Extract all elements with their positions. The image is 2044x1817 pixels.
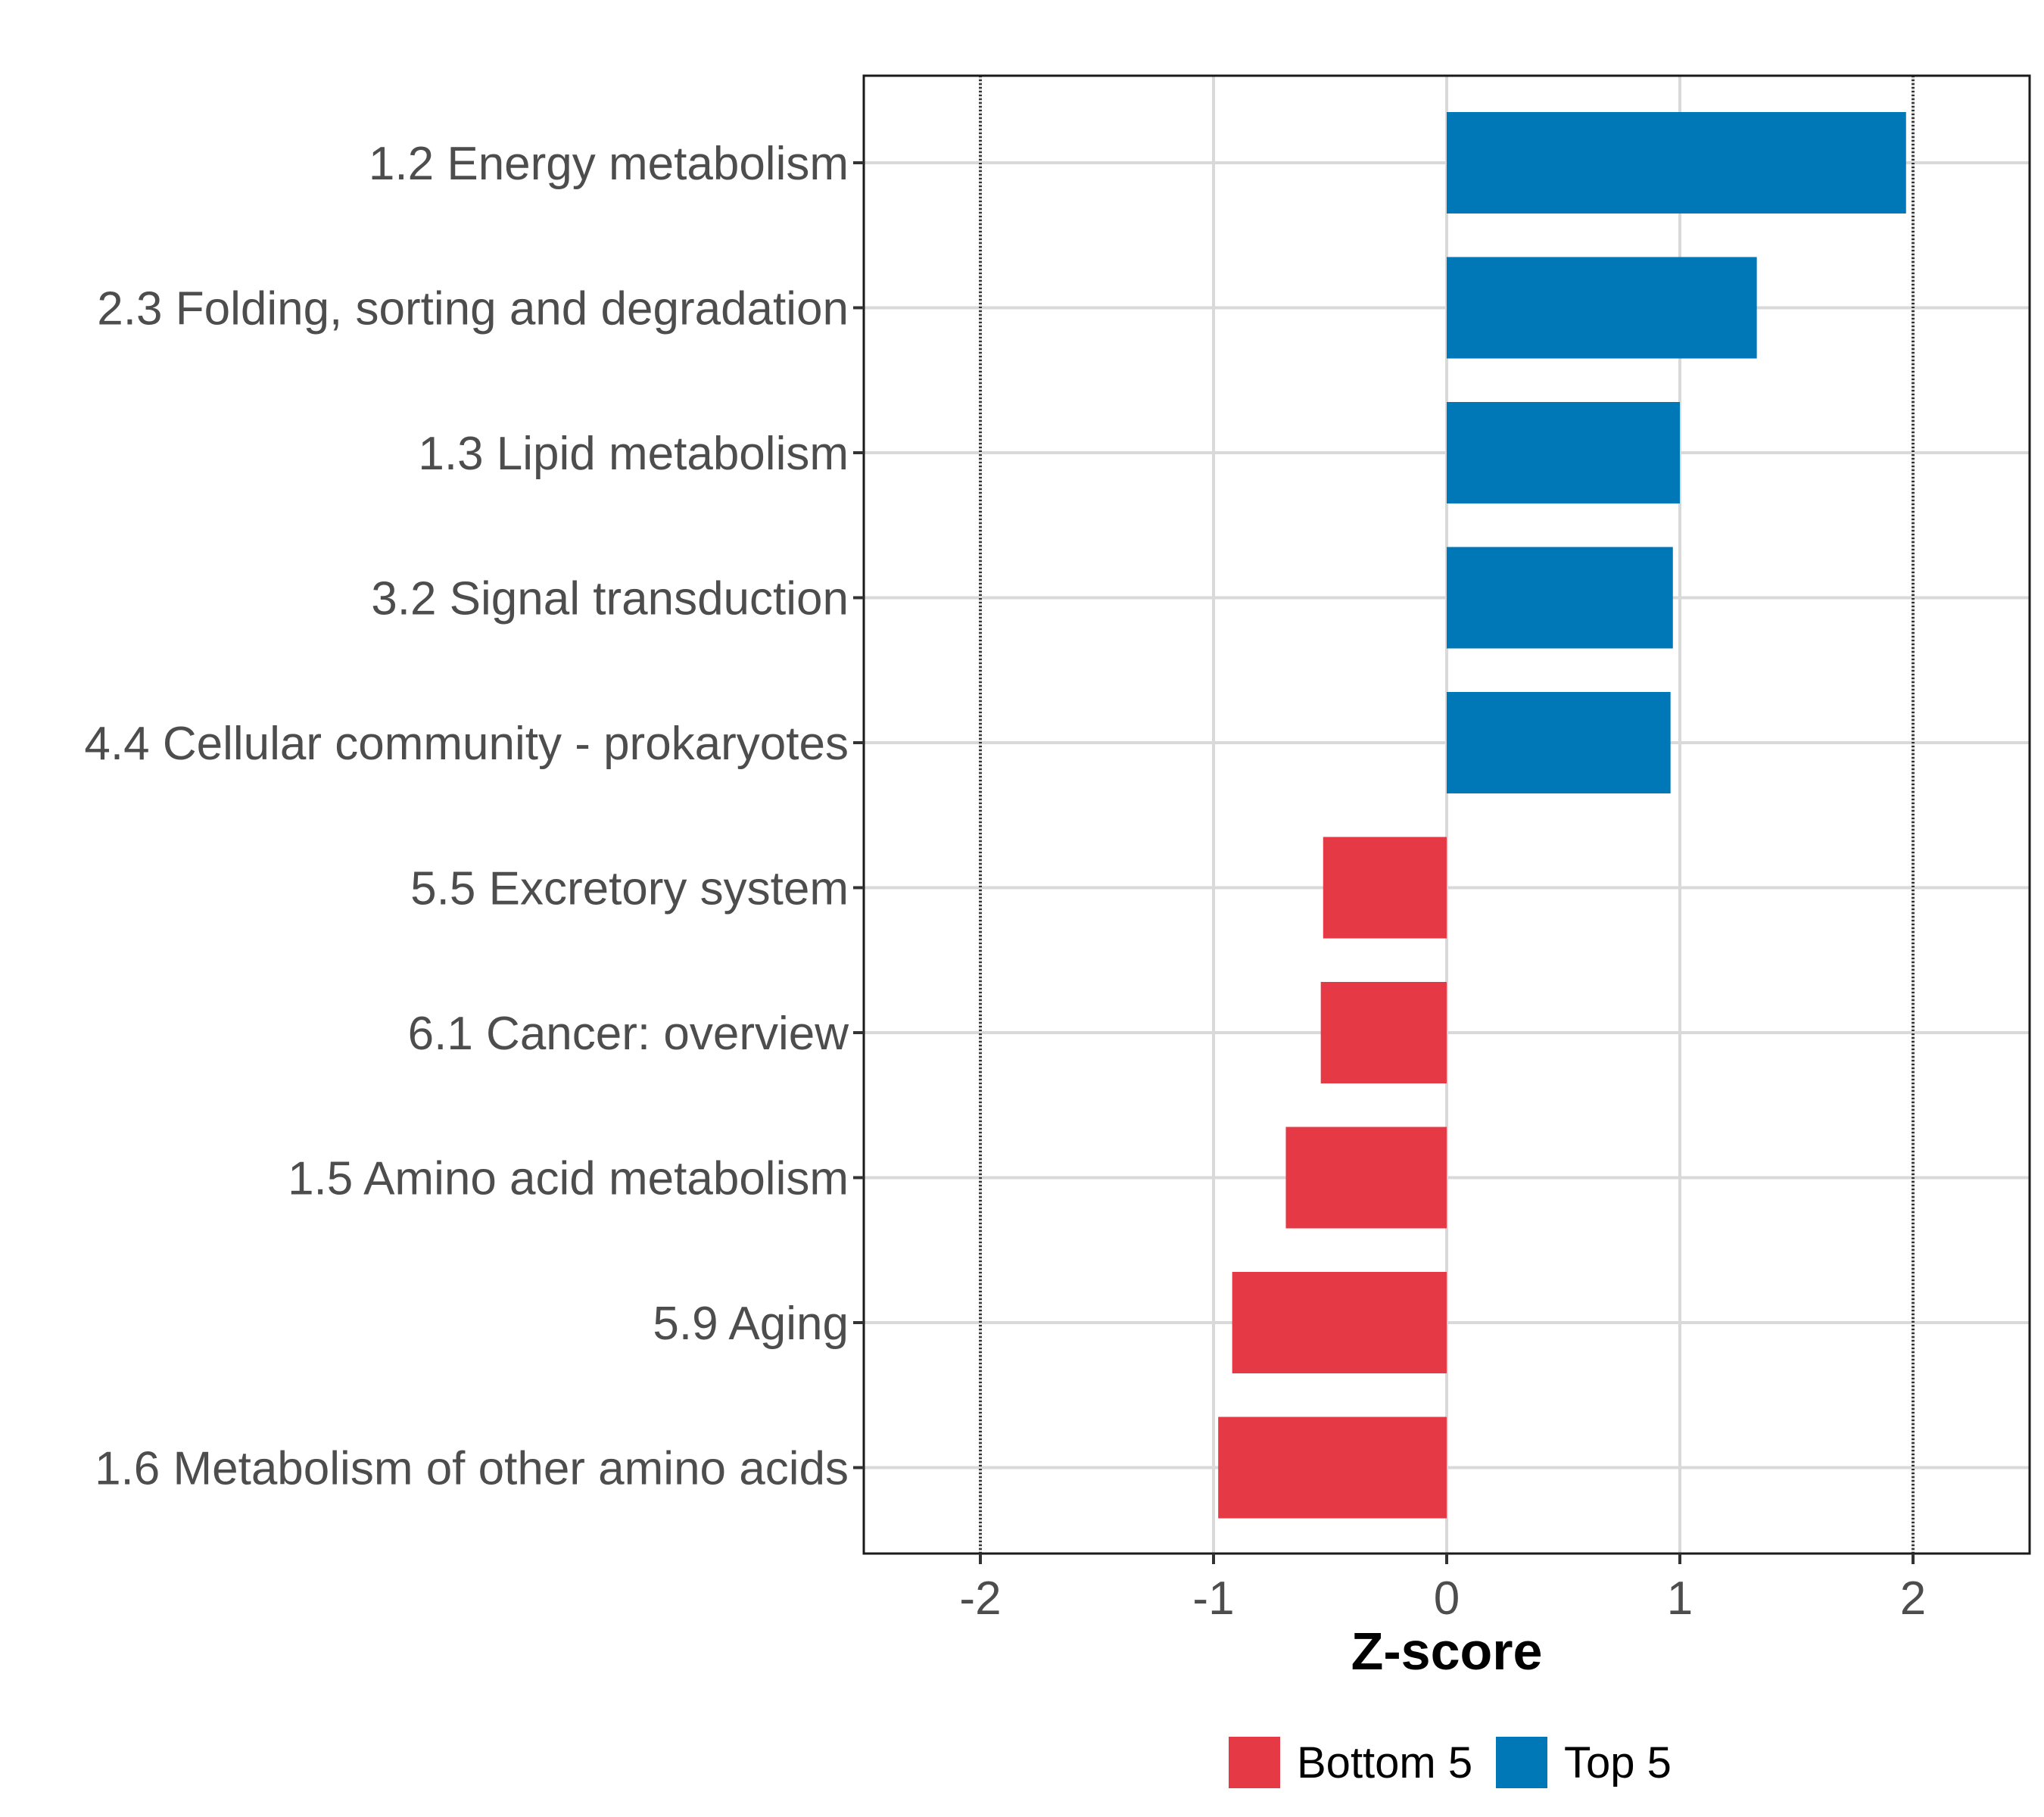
x-axis-title: Z-score (1351, 1622, 1543, 1681)
bar (1323, 837, 1447, 939)
bar (1447, 547, 1673, 649)
bar (1447, 257, 1757, 359)
x-tick-label: 1 (1667, 1572, 1693, 1625)
legend: Bottom 5 Top 5 (1229, 1737, 1672, 1788)
bar (1232, 1272, 1447, 1373)
x-tick-label: 0 (1434, 1572, 1460, 1625)
y-tick-label: 4.4 Cellular community - prokaryotes (84, 718, 849, 770)
y-tick-label: 1.2 Energy metabolism (369, 138, 849, 190)
bar (1218, 1417, 1447, 1519)
y-axis: 1.2 Energy metabolism 2.3 Folding, sortin… (84, 138, 864, 1495)
reference-lines (979, 76, 1915, 1554)
y-tick-label: 3.2 Signal transduction (371, 573, 849, 625)
bar (1285, 1127, 1447, 1229)
bar (1447, 692, 1671, 793)
x-axis: -2 -1 0 1 2 (959, 1554, 1926, 1625)
y-tick-label: 5.9 Aging (653, 1298, 849, 1350)
y-tick-label: 5.5 Excretory system (410, 863, 849, 915)
bars (1218, 112, 1906, 1519)
x-tick-label: 2 (1900, 1572, 1926, 1625)
y-tick-label: 1.5 Amino acid metabolism (288, 1153, 849, 1205)
y-tick-label: 1.6 Metabolism of other amino acids (95, 1443, 849, 1495)
x-tick-label: -1 (1192, 1572, 1234, 1625)
bar (1447, 402, 1680, 503)
bar (1320, 982, 1447, 1083)
bar (1447, 112, 1906, 213)
legend-swatch (1229, 1737, 1280, 1788)
x-tick-label: -2 (959, 1572, 1001, 1625)
y-tick-label: 1.3 Lipid metabolism (418, 428, 849, 480)
y-tick-label: 2.3 Folding, sorting and degradation (97, 283, 849, 335)
legend-label: Bottom 5 (1297, 1738, 1472, 1787)
legend-label: Top 5 (1564, 1738, 1672, 1787)
legend-swatch (1496, 1737, 1547, 1788)
y-tick-label: 6.1 Cancer: overview (408, 1008, 849, 1060)
